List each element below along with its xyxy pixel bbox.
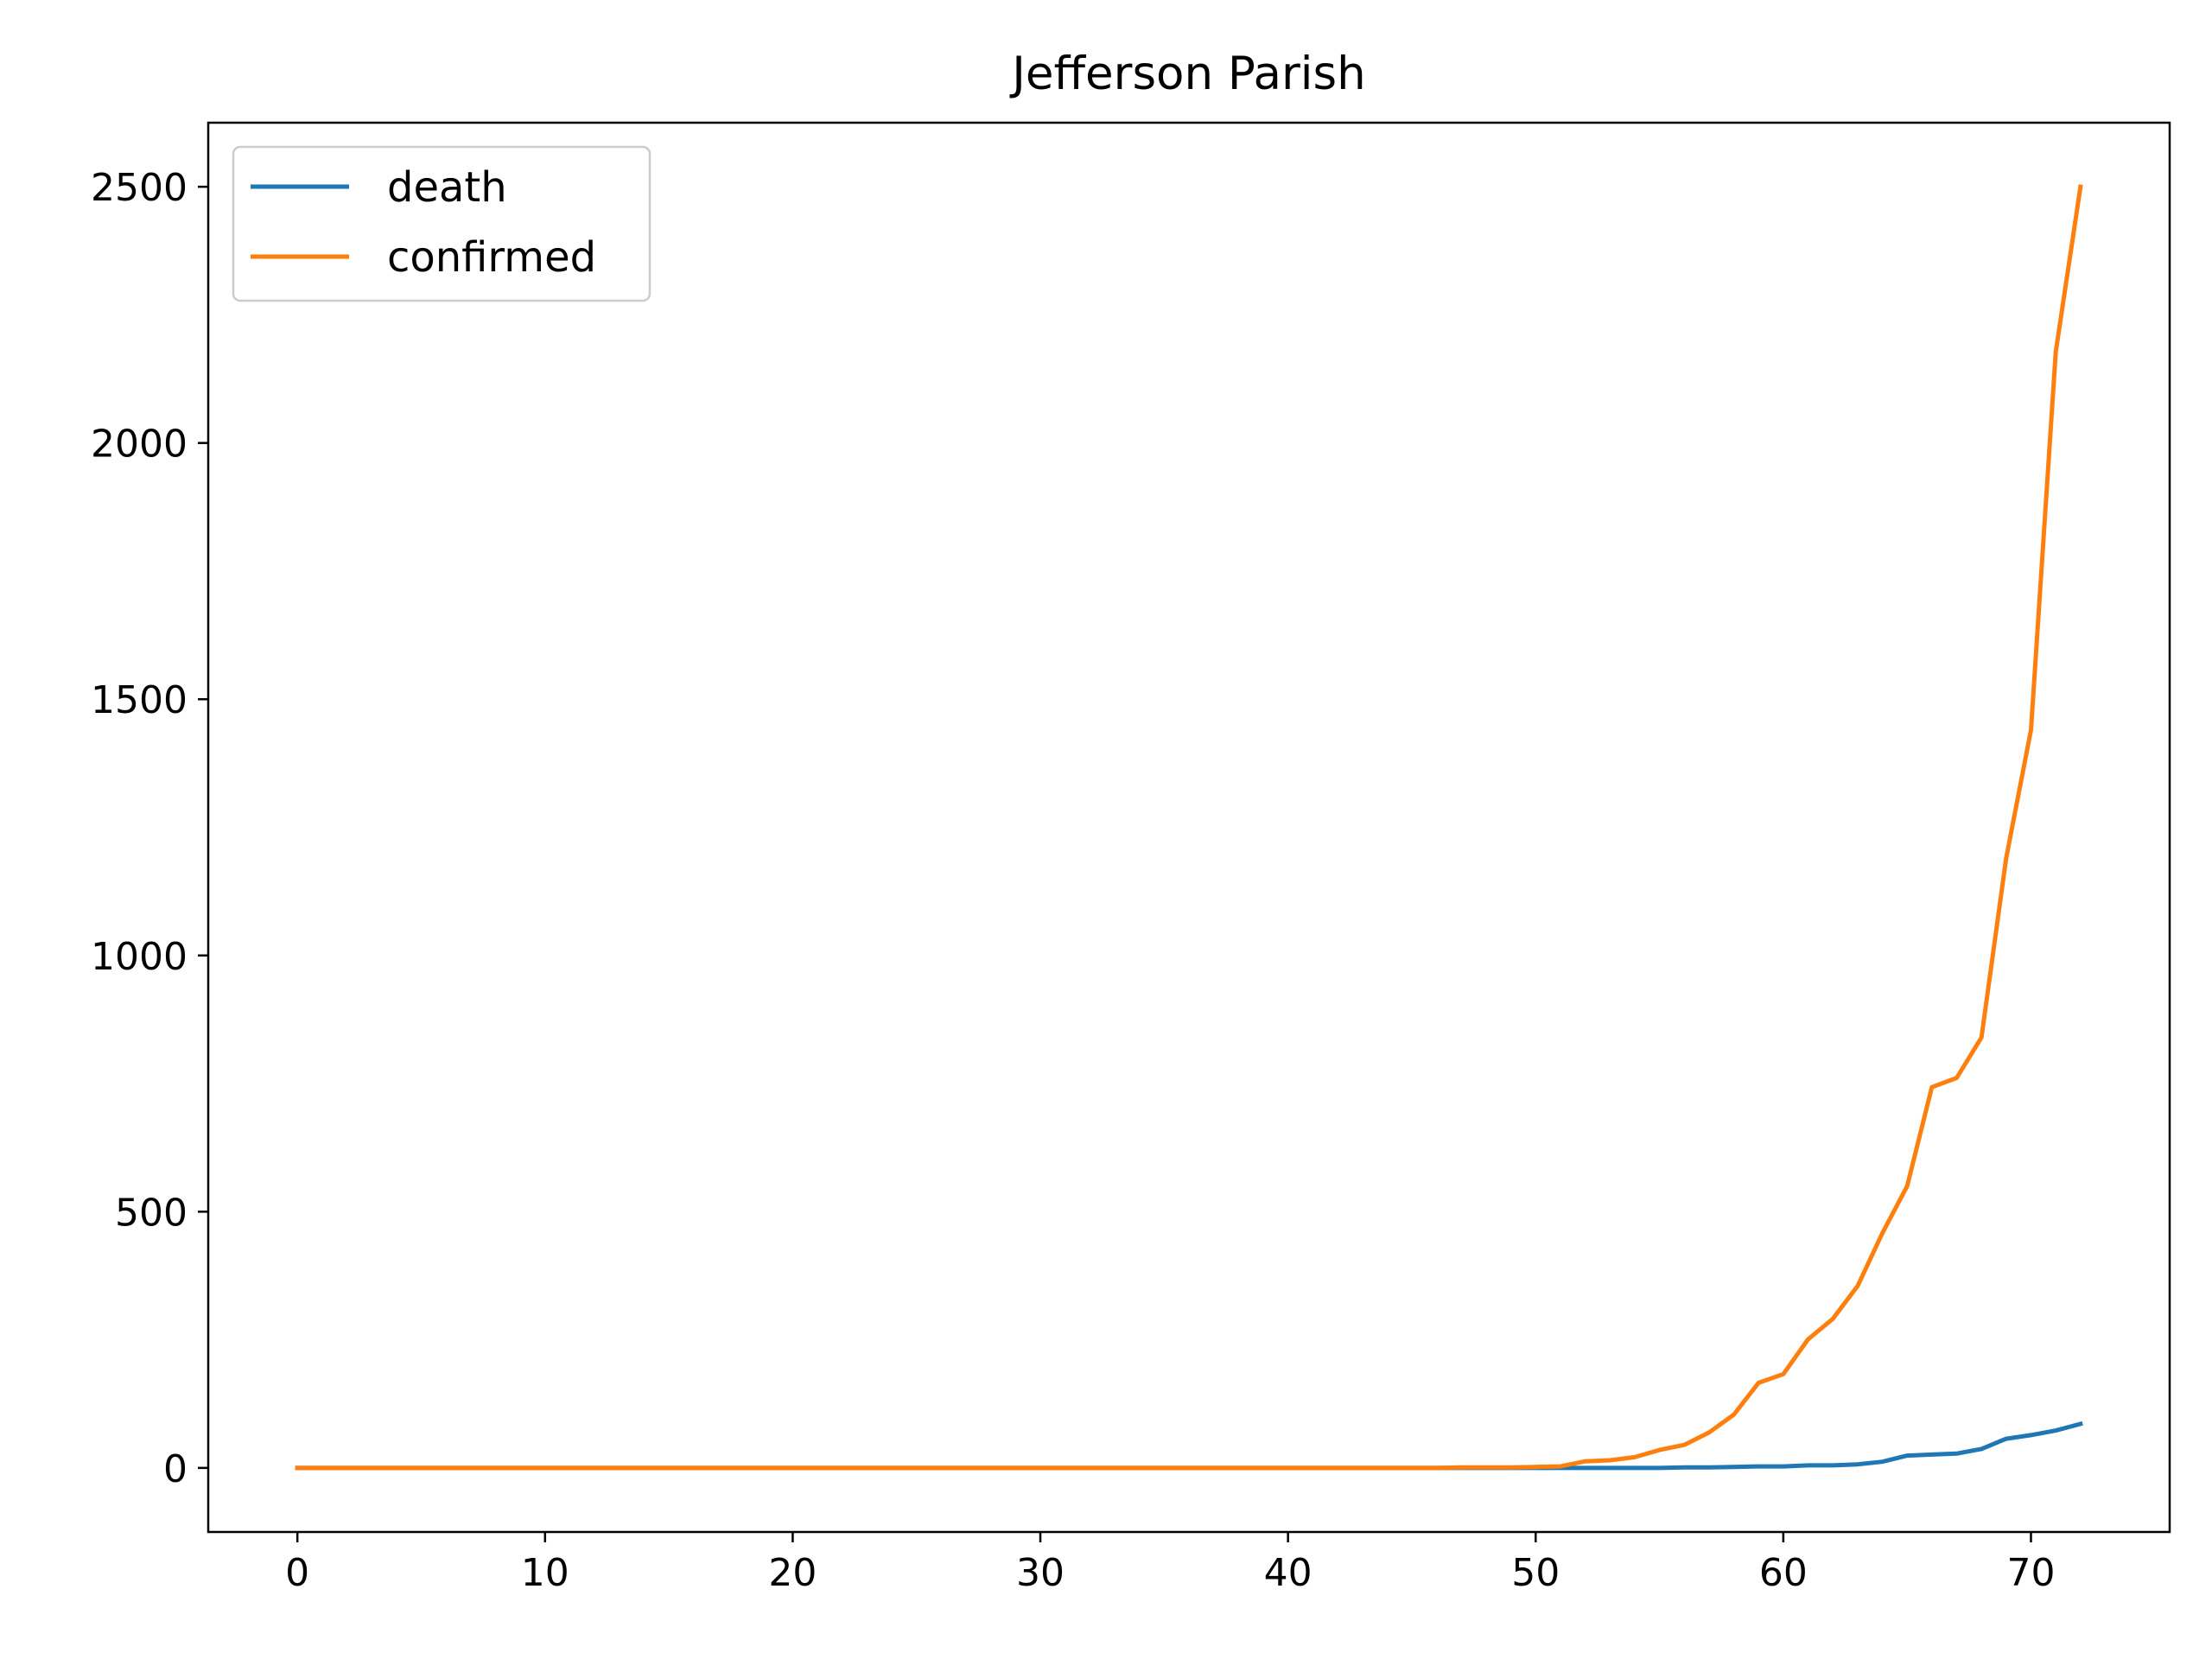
x-tick-label: 30 bbox=[1016, 1551, 1065, 1595]
x-tick-label: 20 bbox=[768, 1551, 817, 1595]
legend-label-confirmed: confirmed bbox=[387, 233, 596, 282]
x-tick-label: 50 bbox=[1511, 1551, 1560, 1595]
y-tick-label: 1000 bbox=[91, 935, 188, 979]
plot-frame bbox=[207, 121, 2171, 1534]
x-tick-label: 70 bbox=[2006, 1551, 2055, 1595]
y-tick-label: 1500 bbox=[91, 678, 188, 722]
x-tick-label: 10 bbox=[521, 1551, 569, 1595]
x-tick-label: 60 bbox=[1759, 1551, 1808, 1595]
legend-label-death: death bbox=[387, 163, 507, 212]
legend: death confirmed bbox=[232, 145, 652, 302]
y-tick-label: 2000 bbox=[91, 423, 188, 467]
series-line-confirmed bbox=[295, 184, 2083, 1471]
x-tick-label: 40 bbox=[1264, 1551, 1313, 1595]
y-axis: 0 500 1000 1500 2000 2500 bbox=[91, 166, 208, 1491]
chart-title: Jefferson Parish bbox=[1009, 48, 1365, 100]
y-tick-label: 2500 bbox=[91, 166, 188, 210]
y-tick-label: 500 bbox=[115, 1191, 188, 1235]
series-layer bbox=[295, 184, 2083, 1471]
x-axis: 0 10 20 30 40 50 60 70 bbox=[285, 1532, 2055, 1595]
y-tick-label: 0 bbox=[163, 1447, 188, 1491]
x-tick-label: 0 bbox=[285, 1551, 309, 1595]
